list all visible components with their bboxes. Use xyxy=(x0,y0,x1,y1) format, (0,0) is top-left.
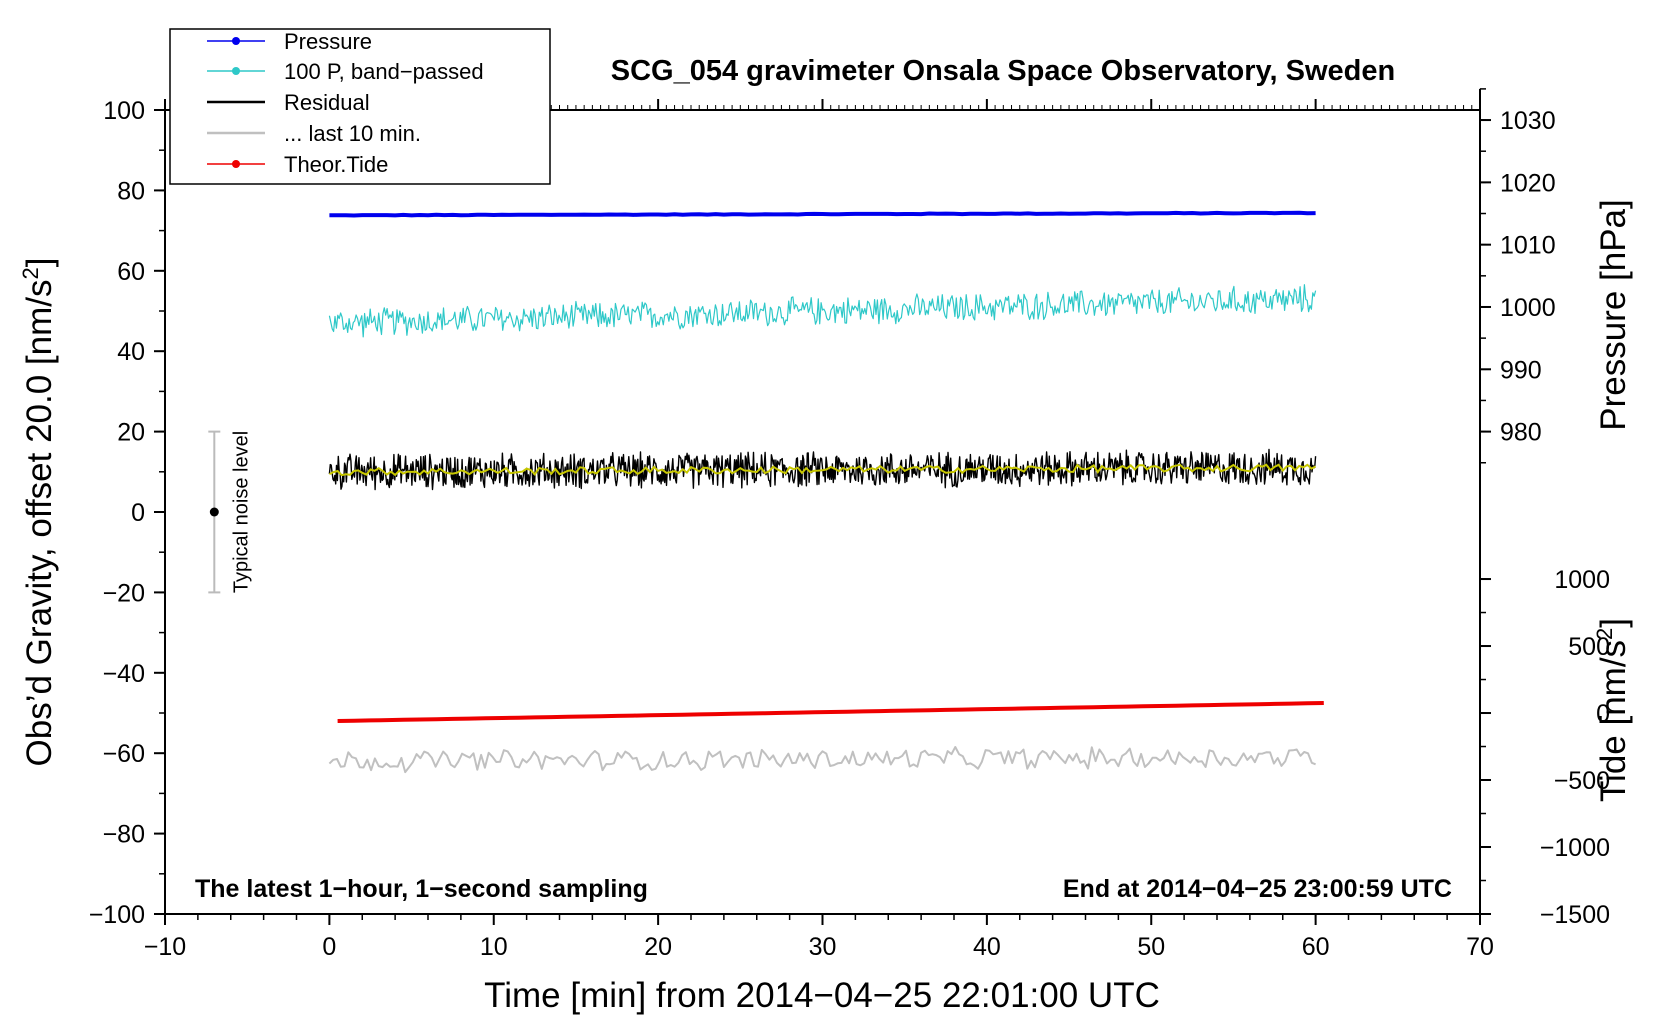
x-tick-label: 50 xyxy=(1137,933,1165,961)
annotation-right: End at 2014−04−25 23:00:59 UTC xyxy=(1063,875,1452,903)
legend-label-3: ... last 10 min. xyxy=(284,121,421,146)
legend-label-1: 100 P, band−passed xyxy=(284,59,484,84)
pressure-tick-label: 1010 xyxy=(1500,232,1556,260)
noise-bar-group: Typical noise level xyxy=(208,430,252,594)
x-tick-label: 60 xyxy=(1302,933,1330,961)
tide-axis-title-close: ] xyxy=(1594,618,1633,628)
series-line-3 xyxy=(328,746,1316,774)
y-tick-label: −80 xyxy=(103,821,145,849)
legend-label-0: Pressure xyxy=(284,29,372,54)
series-layer xyxy=(328,210,1324,774)
y-axis-title: Obs’d Gravity, offset 20.0 [nm/s2] xyxy=(18,258,59,767)
tide-tick-label: 1000 xyxy=(1554,566,1610,594)
series-line-2 xyxy=(328,448,1317,491)
y-tick-label: 100 xyxy=(103,97,145,125)
series-line-4 xyxy=(337,701,1324,723)
legend-marker-0 xyxy=(232,37,240,45)
tide-axis: −1500 −1000 −500 0 500 1000 xyxy=(1480,566,1610,929)
series-line-1 xyxy=(328,284,1317,338)
y-tick-label: 0 xyxy=(131,499,145,527)
y-tick-label: −40 xyxy=(103,660,145,688)
y-tick-label: 20 xyxy=(117,419,145,447)
y-tick-label: 60 xyxy=(117,258,145,286)
x-tick-label: 40 xyxy=(973,933,1001,961)
pressure-tick-label: 990 xyxy=(1500,356,1542,384)
x-axis-title: Time [min] from 2014−04−25 22:01:00 UTC xyxy=(484,976,1160,1015)
pressure-tick-label: 1030 xyxy=(1500,107,1556,135)
y-axis-left: −100 −80 −60 −40 −20 0 20 40 60 80 100 xyxy=(89,97,165,929)
tide-axis-title-sup: 2 xyxy=(1592,628,1617,640)
tide-tick-label: −1000 xyxy=(1540,834,1610,862)
y-tick-label: 40 xyxy=(117,338,145,366)
x-tick-label: −10 xyxy=(144,933,186,961)
legend-label-4: Theor.Tide xyxy=(284,152,388,177)
legend: Pressure 100 P, band−passed Residual ... la… xyxy=(169,28,551,185)
x-tick-label: 70 xyxy=(1466,933,1494,961)
legend-label-2: Residual xyxy=(284,90,370,115)
y-tick-label: −100 xyxy=(89,901,145,929)
tide-tick-label: −1500 xyxy=(1540,901,1610,929)
smoothed-residual-line xyxy=(328,463,1317,477)
tide-tick-label: 500 xyxy=(1568,633,1610,661)
x-tick-label: 20 xyxy=(644,933,672,961)
tide-tick-label: −500 xyxy=(1554,767,1610,795)
annotation-left: The latest 1−hour, 1−second sampling xyxy=(195,875,648,903)
x-tick-label: 30 xyxy=(809,933,837,961)
legend-marker-1 xyxy=(232,67,240,75)
tide-tick-label: 0 xyxy=(1596,700,1610,728)
pressure-axis-title: Pressure [hPa] xyxy=(1594,199,1633,431)
y-axis-title-close: ] xyxy=(20,258,59,268)
tide-axis-title-main: Tide [nm/s xyxy=(1594,640,1633,802)
y-axis-title-sup: 2 xyxy=(18,267,43,279)
chart-title: SCG_054 gravimeter Onsala Space Observat… xyxy=(611,55,1395,87)
series-line-0 xyxy=(329,210,1316,218)
y-tick-label: −60 xyxy=(103,740,145,768)
y-axis-title-main: Obs’d Gravity, offset 20.0 [nm/s xyxy=(20,280,59,767)
pressure-tick-label: 980 xyxy=(1500,419,1542,447)
y-tick-label: −20 xyxy=(103,579,145,607)
x-tick-label: 0 xyxy=(322,933,336,961)
pressure-axis: 980 990 1000 1010 1020 1030 xyxy=(1479,88,1556,464)
y-tick-label: 80 xyxy=(117,177,145,205)
noise-bar-dot xyxy=(209,507,219,517)
legend-box xyxy=(169,28,551,185)
pressure-tick-label: 1020 xyxy=(1500,169,1556,197)
tide-axis-title: Tide [nm/s2] xyxy=(1592,618,1633,802)
noise-bar-label: Typical noise level xyxy=(230,431,252,593)
legend-marker-4 xyxy=(232,160,240,168)
pressure-tick-label: 1000 xyxy=(1500,294,1556,322)
x-tick-label: 10 xyxy=(480,933,508,961)
